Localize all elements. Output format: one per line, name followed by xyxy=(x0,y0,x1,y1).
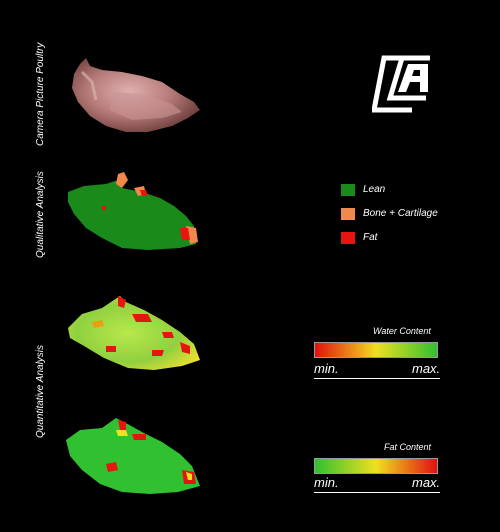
fat-content-title: Fat Content xyxy=(384,442,432,452)
qualitative-analysis-map xyxy=(68,172,198,250)
company-logo-icon xyxy=(372,55,430,113)
water-scale-min-label: min. xyxy=(314,361,339,376)
fat-scale-min-label: min. xyxy=(314,475,339,490)
fat-content-map xyxy=(66,418,200,494)
fat-label: Fat xyxy=(363,232,378,243)
fat-scale-rule xyxy=(314,492,440,493)
water-content-map xyxy=(68,296,200,370)
bone-cartilage-label: Bone + Cartilage xyxy=(363,208,438,219)
water-content-scale-bar xyxy=(314,342,438,358)
fat-swatch xyxy=(341,232,355,244)
lean-swatch xyxy=(341,184,355,196)
camera-picture-label: Camera Picture Poultry xyxy=(35,42,46,146)
water-scale-max-label: max. xyxy=(412,361,441,376)
water-scale-rule xyxy=(314,378,440,379)
quantitative-analysis-label: Quantitative Analysis xyxy=(35,344,46,438)
fat-content-scale-bar xyxy=(314,458,438,474)
bone-cartilage-swatch xyxy=(341,208,355,220)
water-content-title: Water Content xyxy=(373,326,431,336)
camera-picture-poultry xyxy=(72,58,200,132)
lean-label: Lean xyxy=(363,184,386,195)
fat-scale-max-label: max. xyxy=(412,475,441,490)
qualitative-analysis-label: Qualitative Analysis xyxy=(35,171,46,258)
